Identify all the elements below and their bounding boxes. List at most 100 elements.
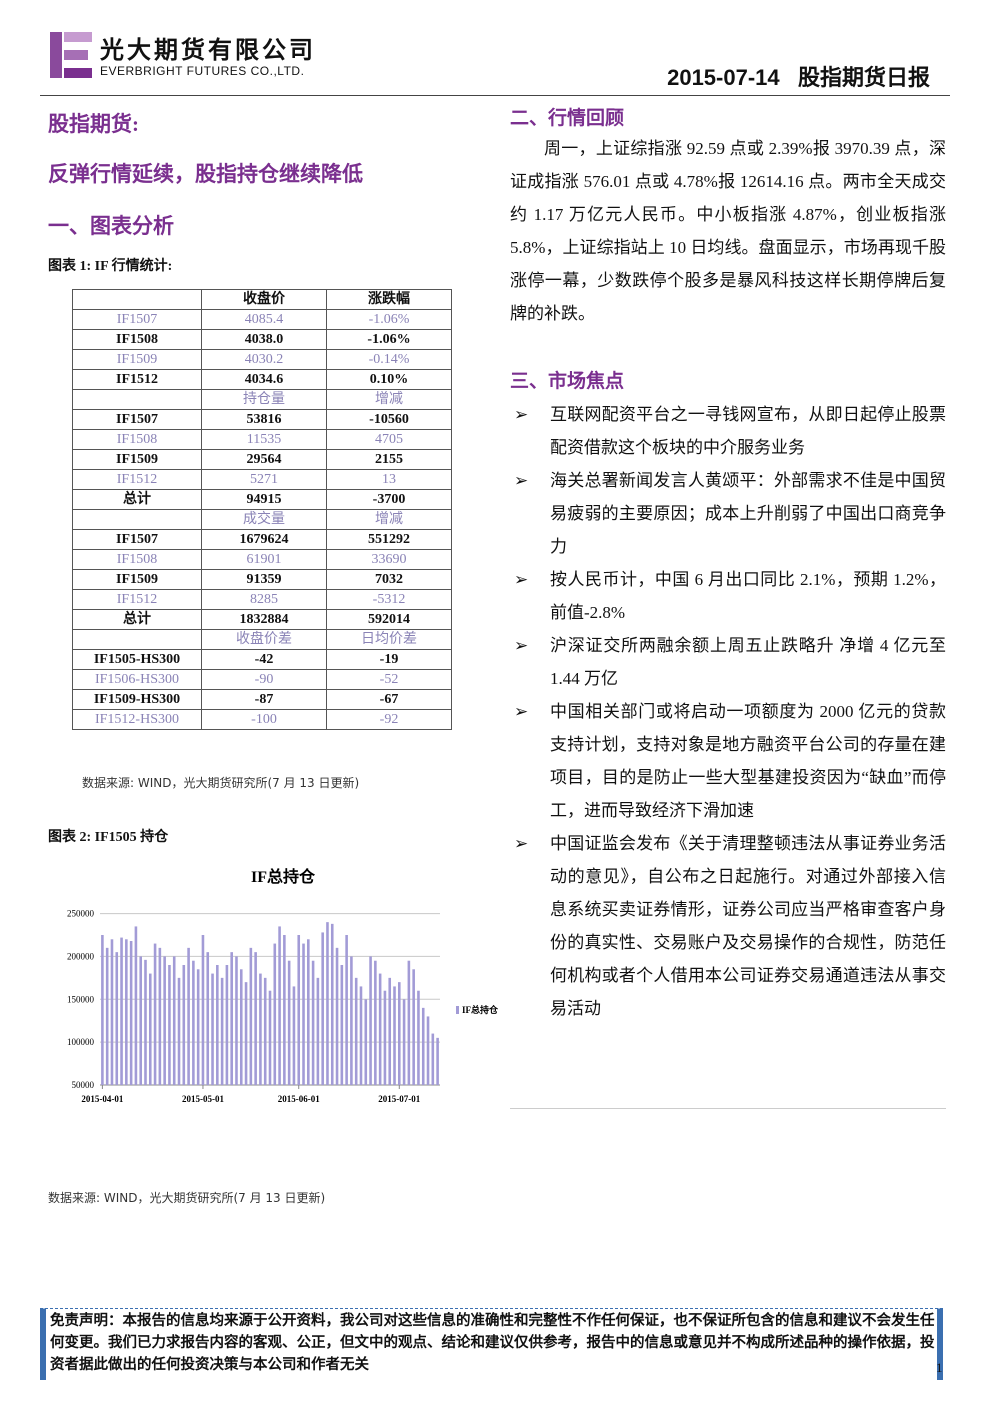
bar xyxy=(436,1037,439,1085)
bar xyxy=(192,960,195,1085)
bar xyxy=(139,956,142,1085)
y-tick-label: 250000 xyxy=(67,909,95,919)
source-note: 数据来源: WIND，光大期货研究所(7 月 13 日更新) xyxy=(48,1191,326,1205)
table-cell: IF1509 xyxy=(72,569,202,590)
bar xyxy=(307,939,310,1085)
legend-label: IF总持仓 xyxy=(462,1004,499,1015)
bar xyxy=(177,977,181,1085)
bar xyxy=(340,965,344,1085)
table-cell xyxy=(72,629,202,650)
table-row: IF1509-HS300 -87 -67 xyxy=(72,689,452,710)
table-row: 总计 1832884 592014 xyxy=(72,609,452,630)
bar xyxy=(206,952,210,1085)
bar xyxy=(216,965,219,1085)
table-cell: 1832884 xyxy=(201,609,327,630)
y-tick-label: 150000 xyxy=(67,994,95,1004)
bullet-list: 互联网配资平台之一寻钱网宣布，从即日起停止股票配资借款这个板块的中介服务业务海关… xyxy=(510,398,946,1025)
disclaimer: 免责声明：本报告的信息均来源于公开资料，我公司对这些信息的准确性和完整性不作任何… xyxy=(50,1313,935,1373)
section-heading: 三、市场焦点 xyxy=(510,371,625,392)
y-tick-label: 50000 xyxy=(72,1080,95,1090)
section-kicker: 股指期货: xyxy=(48,112,139,136)
table-cell: IF1508 xyxy=(72,549,202,570)
bar xyxy=(244,982,248,1085)
bar xyxy=(417,990,420,1085)
table-row: IF1509 91359 7032 xyxy=(72,569,452,590)
bar xyxy=(230,952,233,1085)
bar xyxy=(273,943,277,1085)
bullet-item: 沪深证交所两融余额上周五止跌略升 净增 4 亿元至 1.44 万亿 xyxy=(510,629,946,695)
x-tick-label: 2015-04-01 xyxy=(81,1094,123,1104)
company-name-en: EVERBRIGHT FUTURES CO.,LTD. xyxy=(100,64,305,78)
table-row: 总计 94915 -3700 xyxy=(72,489,452,510)
table-cell: IF1508 xyxy=(72,329,202,350)
table-row: 收盘价 涨跌幅 xyxy=(72,289,452,310)
bar xyxy=(398,982,401,1085)
quote-table: 收盘价 涨跌幅 IF1507 4085.4 -1.06% IF1508 4038.0 -1.0… xyxy=(72,289,452,730)
bar xyxy=(297,935,301,1085)
bar xyxy=(412,969,415,1085)
bar xyxy=(268,990,272,1085)
bar xyxy=(235,956,238,1085)
bar xyxy=(287,960,291,1085)
table-cell: IF1509 xyxy=(72,449,202,470)
bar xyxy=(101,935,104,1085)
bar xyxy=(158,947,162,1085)
bar xyxy=(201,935,205,1085)
table-cell: 涨跌幅 xyxy=(326,289,452,310)
footer-box xyxy=(40,1308,943,1380)
table-cell: -10560 xyxy=(326,409,452,430)
table-cell: -100 xyxy=(201,709,327,730)
bar xyxy=(263,977,267,1085)
x-tick-label: 2015-07-01 xyxy=(378,1094,420,1104)
bar xyxy=(254,952,257,1085)
table-cell: 7032 xyxy=(326,569,452,590)
bar xyxy=(144,959,147,1085)
section-heading: 二、行情回顾 xyxy=(510,108,625,129)
divider xyxy=(510,1108,946,1109)
table-cell: 收盘价差 xyxy=(201,629,327,650)
table-cell: 0.10% xyxy=(326,369,452,390)
bar xyxy=(383,990,387,1085)
table-cell: IF1509-HS300 xyxy=(72,689,202,710)
table-cell: -90 xyxy=(201,669,327,690)
bar xyxy=(134,926,138,1085)
table-cell: IF1508 xyxy=(72,429,202,450)
bar xyxy=(359,986,363,1085)
bullet-item: 中国相关部门或将启动一项额度为 2000 亿元的贷款支持计划，支持对象是地方融资… xyxy=(510,695,946,827)
table-row: IF1505-HS300 -42 -19 xyxy=(72,649,452,670)
bar xyxy=(431,1033,435,1085)
table-cell: -1.06% xyxy=(326,309,452,330)
table-cell: 总计 xyxy=(72,489,202,510)
table-row: IF1512-HS300 -100 -92 xyxy=(72,709,452,730)
figure-caption: 图表 2: IF1505 持仓 xyxy=(48,830,169,845)
table-row: IF1509 29564 2155 xyxy=(72,449,452,470)
bar xyxy=(354,977,358,1085)
table-cell: 53816 xyxy=(201,409,327,430)
table-row: IF1506-HS300 -90 -52 xyxy=(72,669,452,690)
table-cell: 增减 xyxy=(326,509,452,530)
bar xyxy=(302,943,305,1085)
table-cell xyxy=(72,509,202,530)
table-cell: IF1507 xyxy=(72,529,202,550)
table-row: 持仓量 增减 xyxy=(72,389,452,410)
table-cell: 592014 xyxy=(326,609,452,630)
table-row: IF1512 8285 -5312 xyxy=(72,589,452,610)
table-cell: 94915 xyxy=(201,489,327,510)
table-row: IF1509 4030.2 -0.14% xyxy=(72,349,452,370)
report-date: 2015-07-14 xyxy=(667,65,780,90)
table-row: IF1508 11535 4705 xyxy=(72,429,452,450)
bar xyxy=(172,956,176,1085)
page-number: 1 xyxy=(936,1360,943,1375)
report-title: 2015-07-14 股指期货日报 xyxy=(667,60,930,92)
y-tick-label: 200000 xyxy=(67,951,95,961)
table-cell: -0.14% xyxy=(326,349,452,370)
table-cell: -67 xyxy=(326,689,452,710)
table-cell: 1679624 xyxy=(201,529,327,550)
chart-title: IF总持仓 xyxy=(251,867,316,886)
bullet-item: 中国证监会发布《关于清理整顿违法从事证券业务活动的意见》，自公布之日起施行。对通… xyxy=(510,827,946,1025)
bar xyxy=(153,943,157,1085)
bar xyxy=(182,965,186,1085)
table-row: IF1512 5271 13 xyxy=(72,469,452,490)
table-cell: 29564 xyxy=(201,449,327,470)
